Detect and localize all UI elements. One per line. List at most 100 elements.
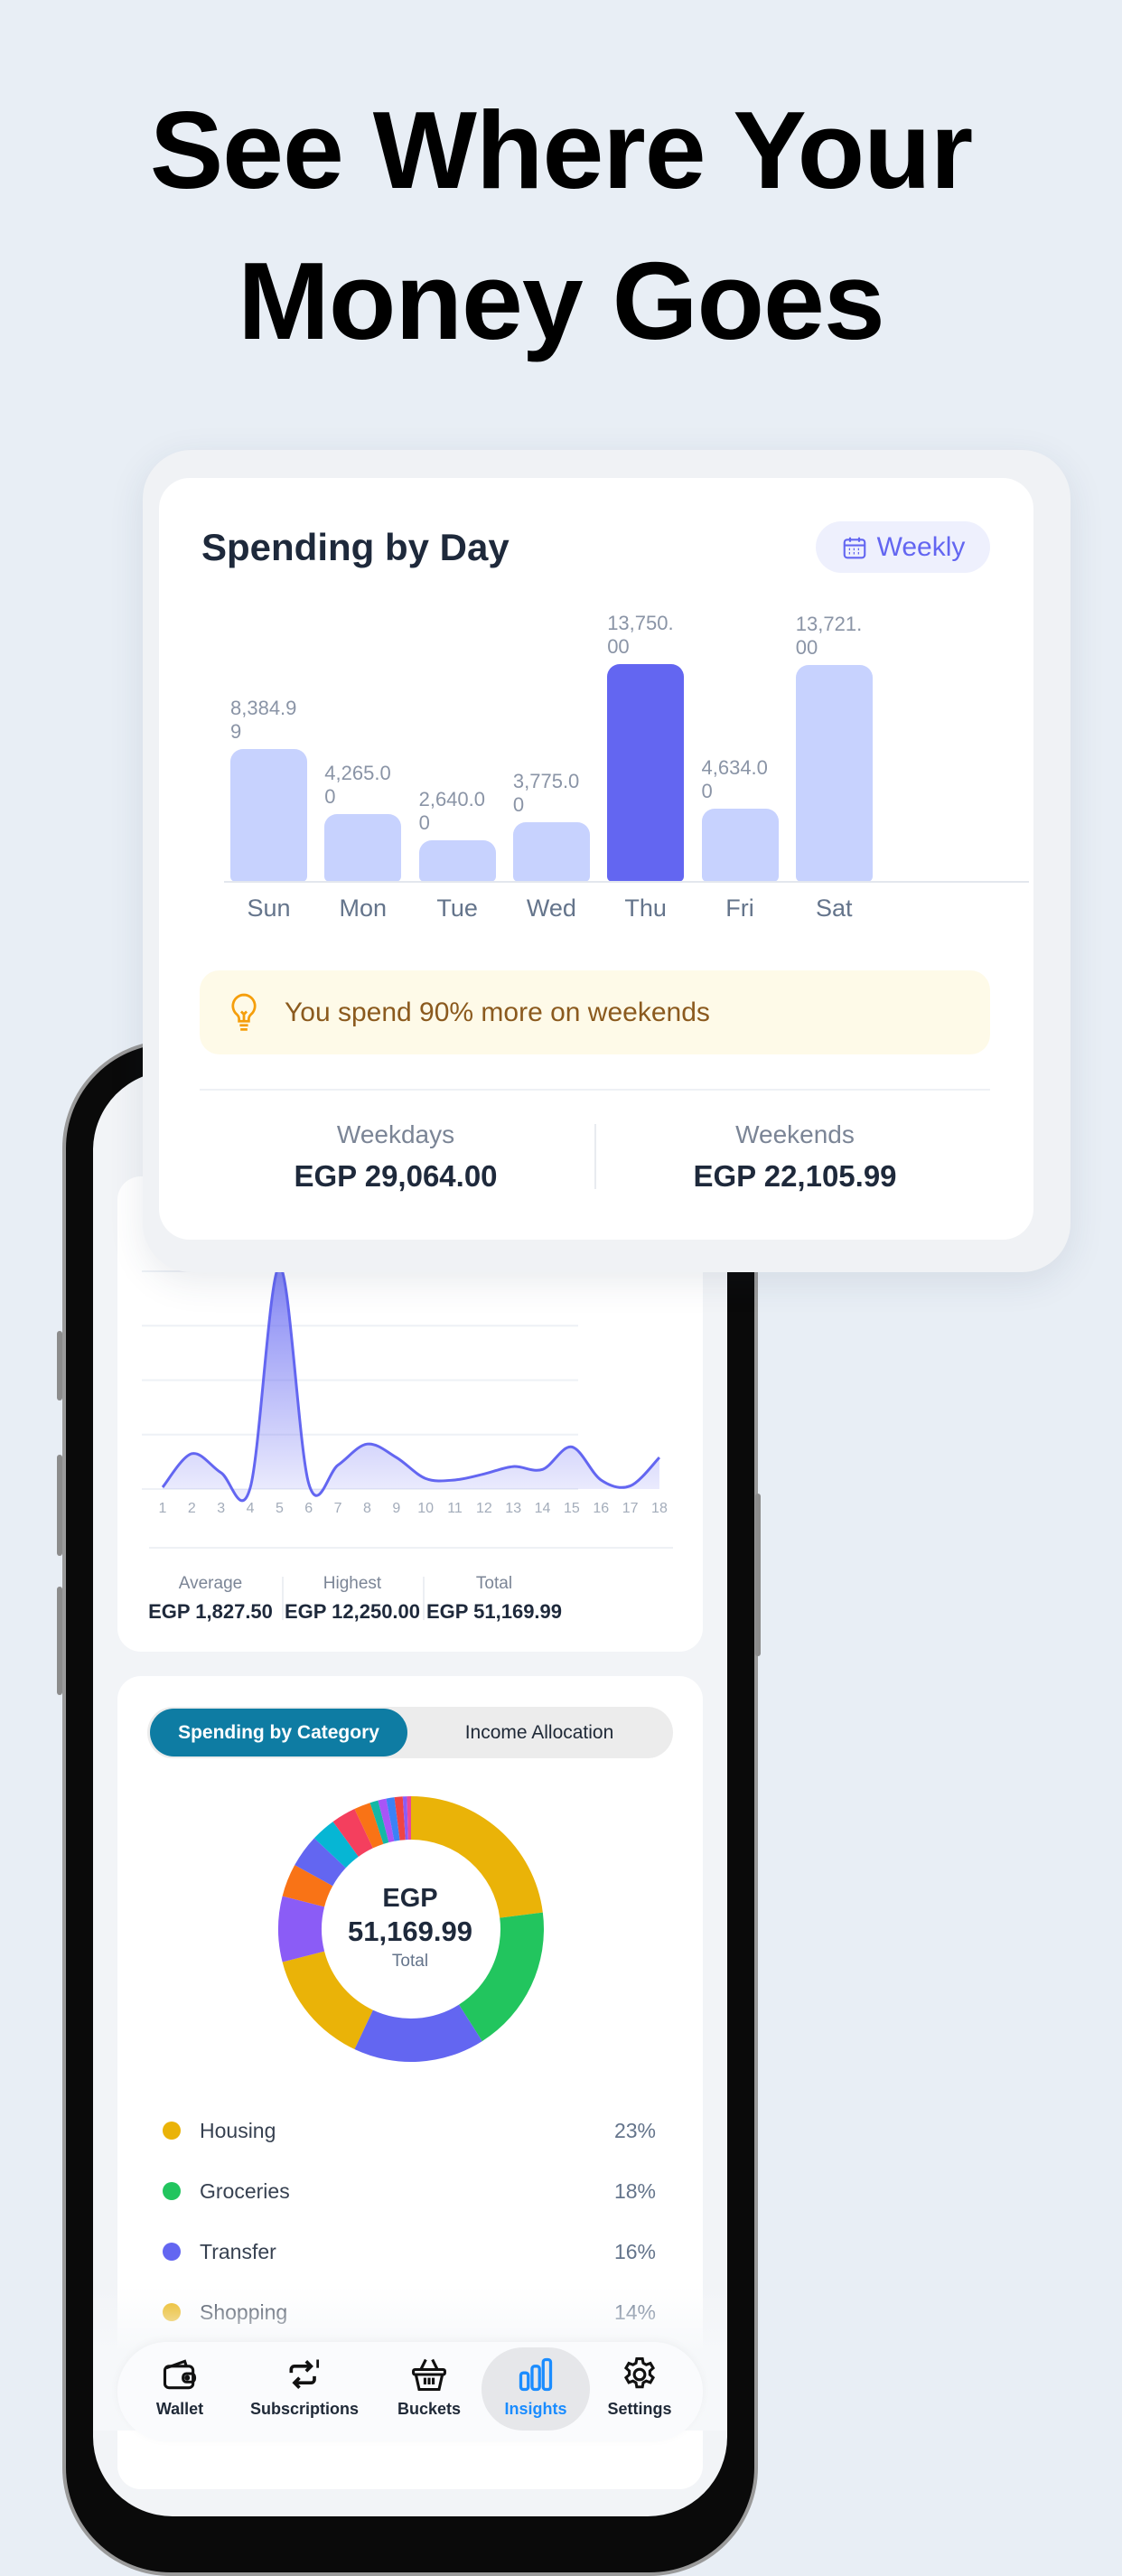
donut-slice-transfer[interactable] <box>354 2004 482 2062</box>
day-label: Fri <box>725 895 754 922</box>
nav-wallet[interactable]: Wallet <box>121 2349 238 2429</box>
day-label: Wed <box>526 895 576 922</box>
donut-slice[interactable] <box>332 1808 373 1857</box>
insight-text: You spend 90% more on weekends <box>285 997 710 1027</box>
weekends-value: EGP 22,105.99 <box>693 1159 897 1193</box>
repeat-icon <box>289 2359 320 2389</box>
bar-value-label: 4,265.00 <box>324 762 391 809</box>
weekdays-label: Weekdays <box>336 1120 455 1148</box>
bar-chart-baseline <box>224 881 1029 883</box>
donut-slice[interactable] <box>402 1796 408 1841</box>
phone-volume-down-button <box>57 1587 62 1695</box>
nav-buckets[interactable]: Buckets <box>370 2349 488 2429</box>
x-tick-label: 13 <box>505 1501 521 1516</box>
phone-mute-button <box>57 1331 62 1400</box>
bar-value-label: 13,721.00 <box>795 612 863 659</box>
stats-divider <box>149 1547 673 1549</box>
x-tick-label: 3 <box>217 1501 225 1516</box>
nav-settings-label: Settings <box>607 2400 672 2418</box>
donut-slice[interactable] <box>313 1822 359 1869</box>
phone-power-button <box>755 1494 761 1656</box>
x-tick-label: 7 <box>334 1501 342 1516</box>
bar-fri[interactable] <box>701 808 779 882</box>
stats-separator <box>423 1577 425 1620</box>
donut-slice-shopping[interactable] <box>282 1951 373 2050</box>
legend-percent: 16% <box>613 2240 656 2263</box>
nav-settings[interactable]: Settings <box>581 2349 698 2429</box>
donut-slice[interactable] <box>378 1798 395 1843</box>
stat-average-value: EGP 1,827.50 <box>148 1600 273 1623</box>
x-tick-label: 12 <box>476 1501 492 1516</box>
donut-slice[interactable] <box>369 1800 389 1844</box>
donut-slice-housing[interactable] <box>411 1796 543 1918</box>
day-label: Tue <box>436 895 478 922</box>
legend-dot <box>163 2243 181 2261</box>
phone-volume-up-button <box>57 1455 62 1556</box>
weekdays-value: EGP 29,064.00 <box>294 1159 498 1193</box>
nav-subscriptions[interactable]: Subscriptions <box>246 2349 363 2429</box>
legend-label[interactable]: Housing <box>200 2119 276 2142</box>
weekends-label: Weekends <box>735 1120 855 1148</box>
x-tick-label: 10 <box>417 1501 434 1516</box>
bottom-nav <box>117 2342 703 2441</box>
nav-subscriptions-label: Subscriptions <box>249 2400 359 2418</box>
stat-highest-value: EGP 12,250.00 <box>284 1600 421 1623</box>
donut-slice-groceries[interactable] <box>459 1912 544 2042</box>
gear-icon <box>623 2357 656 2389</box>
tab-spending-by-category[interactable]: Spending by Category <box>150 1709 407 1756</box>
area-fill <box>163 1266 659 1501</box>
bar-thu[interactable] <box>607 664 685 882</box>
nav-insights-label: Insights <box>504 2400 567 2418</box>
x-tick-label: 17 <box>622 1501 639 1516</box>
headline-line-2: Money Goes <box>238 239 884 362</box>
donut-slice[interactable] <box>282 1865 333 1907</box>
donut-slice[interactable] <box>354 1803 384 1849</box>
legend-label[interactable]: Groceries <box>200 2179 290 2203</box>
bar-tue[interactable] <box>418 839 496 882</box>
lightbulb-icon <box>231 993 257 1031</box>
x-tick-label: 2 <box>188 1501 196 1516</box>
bar-sat[interactable] <box>795 664 873 882</box>
wallet-icon <box>163 2359 197 2390</box>
day-label: Mon <box>339 895 388 922</box>
legend-label[interactable]: Transfer <box>200 2240 276 2263</box>
bar-value-label: 3,775.00 <box>512 769 580 816</box>
legend-percent: 18% <box>613 2179 656 2203</box>
x-tick-label: 8 <box>363 1501 371 1516</box>
donut-currency: EGP <box>382 1884 438 1913</box>
x-tick-label: 16 <box>593 1501 609 1516</box>
stat-average-label: Average <box>178 1574 243 1593</box>
card-title: Spending by Day <box>201 526 510 568</box>
stat-total-label: Total <box>475 1574 513 1593</box>
x-tick-label: 4 <box>247 1501 255 1516</box>
nav-insights[interactable]: Insights <box>477 2349 594 2429</box>
spending-line <box>161 1265 661 1503</box>
stat-highest-label: Highest <box>323 1574 382 1593</box>
donut-slice[interactable] <box>278 1896 325 1962</box>
weekly-period-button[interactable]: Weekly <box>816 521 990 573</box>
weekly-label: Weekly <box>876 531 966 562</box>
stats-separator <box>282 1577 284 1620</box>
bar-wed[interactable] <box>512 821 590 882</box>
summary-divider <box>200 1089 990 1091</box>
nav-wallet-label: Wallet <box>155 2400 204 2418</box>
donut-slice[interactable] <box>295 1838 346 1887</box>
donut-slice[interactable] <box>407 1796 411 1841</box>
x-tick-label: 5 <box>276 1501 284 1516</box>
donut-total-caption: Total <box>391 1952 429 1971</box>
bar-value-label: 8,384.99 <box>230 697 297 744</box>
legend-percent: 23% <box>613 2119 656 2142</box>
x-tick-label: 1 <box>159 1501 167 1516</box>
stat-total-value: EGP 51,169.99 <box>425 1600 563 1623</box>
bar-sun[interactable] <box>230 749 307 882</box>
tab-income-allocation[interactable]: Income Allocation <box>464 1721 614 1743</box>
headline-line-1: See Where Your <box>149 89 973 211</box>
day-label: Sat <box>816 895 853 922</box>
bar-value-label: 13,750.00 <box>607 612 674 658</box>
category-donut-chart <box>278 1796 544 2062</box>
donut-total-amount: 51,169.99 <box>348 1916 472 1947</box>
x-tick-label: 14 <box>535 1501 551 1516</box>
donut-slice[interactable] <box>386 1797 400 1841</box>
bar-mon[interactable] <box>324 814 402 882</box>
donut-slice[interactable] <box>394 1796 406 1841</box>
